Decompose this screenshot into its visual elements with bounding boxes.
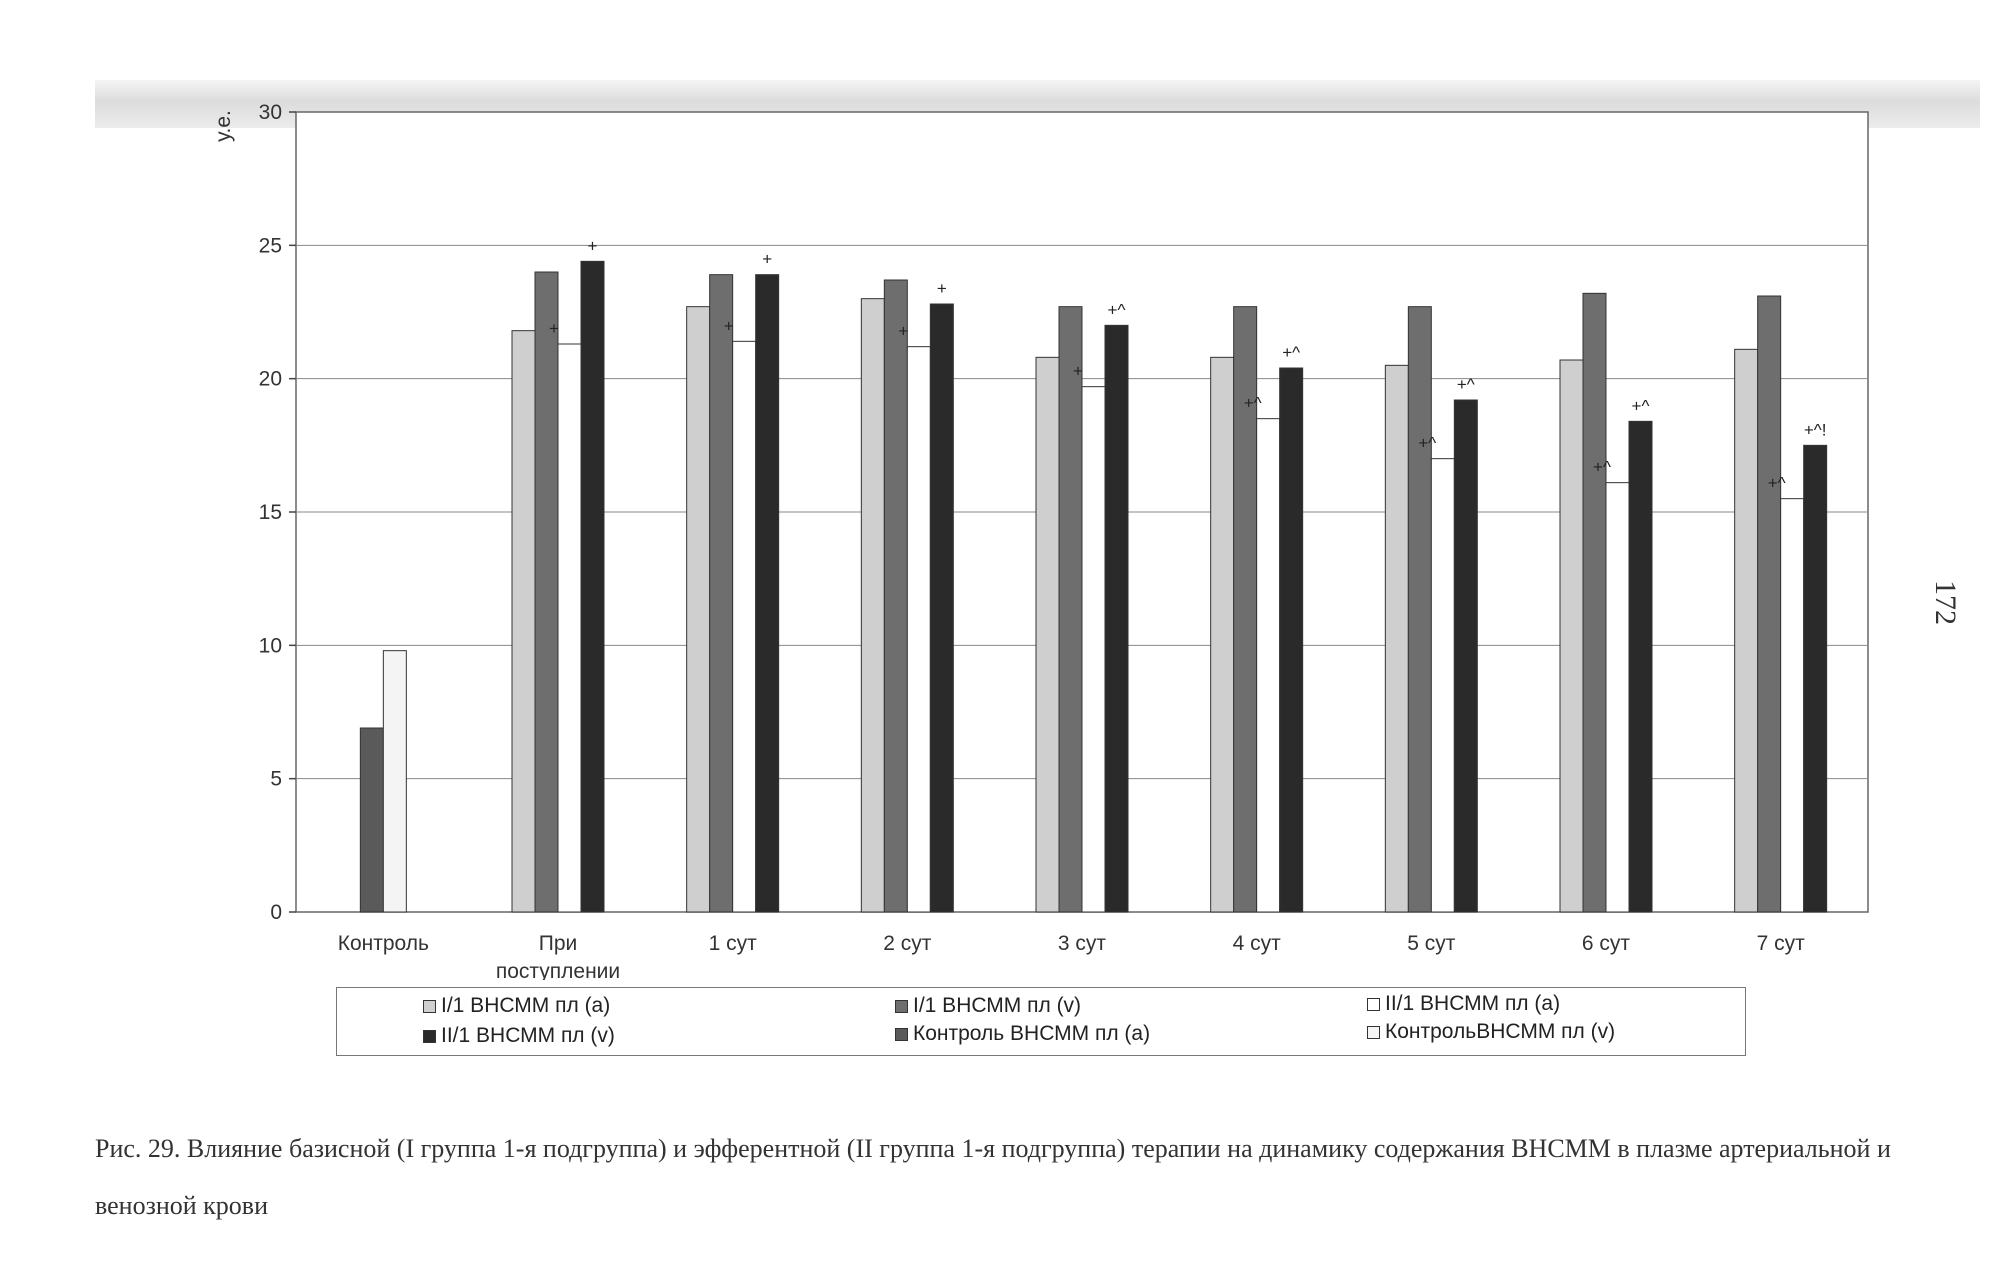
x-tick-label-1-1: поступлении [496,960,620,980]
bar-4-1 [1058,306,1083,913]
legend-item-2: I/1 ВНСММ пл (v) [895,994,1081,1018]
bar-5-0 [1210,356,1235,913]
x-tick-label-8-0: 7 сут [1757,932,1806,955]
bar-0-5 [382,650,407,913]
bar-6-3 [1453,399,1478,913]
legend-swatch-3 [1367,997,1380,1011]
bar-5-2 [1256,418,1281,913]
y-tick-label-1: 5 [270,768,282,791]
legend-swatch-4 [423,1029,436,1043]
annotation-3: + [762,250,772,269]
bar-8-2 [1780,498,1805,913]
annotation-4: + [898,322,908,341]
bar-3-3 [929,303,954,913]
legend-swatch-2 [895,999,908,1013]
legend-item-6: КонтрольВНСММ пл (v) [1367,1020,1615,1044]
legend-item-5: Контроль ВНСММ пл (a) [895,1022,1150,1046]
x-tick-label-3-0: 2 сут [883,932,932,955]
annotation-6: + [1073,362,1083,381]
bar-7-3 [1628,420,1653,913]
bar-2-2 [732,340,757,913]
bar-4-3 [1104,324,1129,913]
annotation-8: +^ [1244,394,1262,413]
legend-item-4: II/1 ВНСММ пл (v) [423,1024,615,1048]
legend-label-5: Контроль ВНСММ пл (a) [913,1022,1151,1045]
bar-1-2 [557,343,582,913]
legend-item-1: I/1 ВНСММ пл (a) [423,994,610,1018]
y-axis-label: у.е. [212,110,235,142]
legend-label-4: II/1 ВНСММ пл (v) [441,1024,615,1047]
bar-chart: 0 5 10 15 20 25 30 у.е. Контроль При поступлении 1 … [212,101,1869,980]
annotation-7: +^ [1108,300,1126,319]
legend-item-3: II/1 ВНСММ пл (a) [1367,992,1560,1016]
legend-swatch-5 [895,1027,908,1041]
y-tick-label-4: 20 [259,368,282,391]
x-tick-label-2-0: 1 сут [709,932,758,955]
bar-1-1 [534,271,559,913]
y-tick-label-2: 10 [259,634,282,657]
bar-3-1 [883,279,908,913]
annotation-13: +^ [1632,396,1650,415]
annotation-1: + [588,236,598,255]
legend-label-6: КонтрольВНСММ пл (v) [1385,1020,1616,1043]
bar-5-3 [1279,367,1304,913]
x-tick-label-1-0: При [539,932,578,955]
bar-8-1 [1757,295,1782,913]
x-tick-label-7-0: 6 сут [1582,932,1631,955]
chart-legend: I/1 ВНСММ пл (a) I/1 ВНСММ пл (v) II/1 В… [336,987,1746,1056]
bar-7-2 [1605,482,1630,913]
x-tick-label-6-0: 5 сут [1407,932,1456,955]
bar-6-1 [1407,306,1432,913]
bar-3-0 [860,298,885,913]
annotation-5: + [937,279,947,298]
bar-4-0 [1035,356,1060,913]
annotation-10: +^ [1418,434,1436,453]
legend-label-3: II/1 ВНСММ пл (a) [1385,992,1561,1015]
bar-2-0 [686,306,711,913]
page-number: 172 [1929,580,1962,625]
annotation-9: +^ [1282,343,1300,362]
bar-8-3 [1803,444,1828,913]
bar-1-3 [580,260,605,913]
annotation-15: +^! [1804,420,1827,439]
annotation-12: +^ [1593,458,1611,477]
y-tick-label-0: 0 [270,901,282,924]
y-tick-label-5: 25 [259,234,282,257]
bar-8-0 [1734,348,1759,913]
figure-caption: Рис. 29. Влияние базисной (I группа 1-я … [95,1134,1891,1220]
legend-swatch-6 [1367,1025,1380,1039]
bar-3-2 [906,346,931,913]
annotation-11: +^ [1457,375,1475,394]
y-tick-label-6: 30 [259,101,282,124]
bar-6-2 [1430,458,1455,913]
bar-2-3 [755,274,780,913]
annotation-14: +^ [1768,474,1786,493]
annotation-0: + [549,319,559,338]
legend-swatch-1 [423,999,436,1013]
y-tick-label-3: 15 [259,501,282,524]
legend-label-1: I/1 ВНСММ пл (a) [441,994,611,1017]
bar-7-1 [1582,292,1607,913]
bar-0-4 [359,727,384,913]
bar-4-2 [1081,386,1106,913]
bar-7-0 [1559,359,1584,913]
annotation-2: + [724,316,734,335]
bar-6-0 [1384,364,1409,913]
x-tick-label-4-0: 3 сут [1058,932,1107,955]
bar-2-1 [709,274,734,913]
x-tick-label-0-0: Контроль [338,932,429,955]
bar-1-0 [511,330,536,913]
x-tick-label-5-0: 4 сут [1233,932,1282,955]
legend-label-2: I/1 ВНСММ пл (v) [913,994,1082,1017]
